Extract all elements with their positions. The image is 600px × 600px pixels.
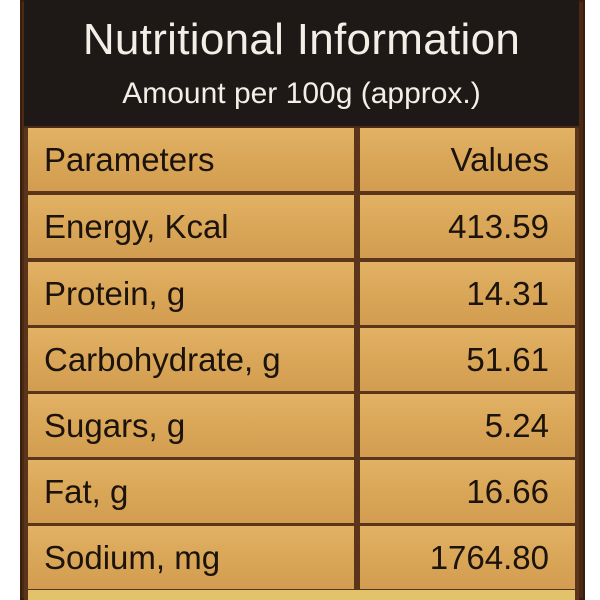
parameter-cell: Sodium, mg <box>28 526 354 589</box>
nutrition-table: Parameters Values Energy, Kcal 413.59 Pr… <box>24 128 579 600</box>
nutrition-title: Nutritional Information <box>82 15 521 64</box>
table-row: Protein, g 14.31 <box>24 262 579 325</box>
value-cell: 413.59 <box>360 195 575 258</box>
value-cell: 16.66 <box>360 460 575 523</box>
column-header-parameters: Parameters <box>28 128 354 191</box>
parameter-cell: Energy, Kcal <box>28 195 354 258</box>
parameter-cell: Sugars, g <box>28 394 354 457</box>
parameter-cell: Protein, g <box>28 262 354 325</box>
table-row: Sodium, mg 1764.80 <box>24 526 579 589</box>
next-row-strip <box>28 590 575 600</box>
table-row: Energy, Kcal 413.59 <box>24 195 579 258</box>
table-row: Carbohydrate, g 51.61 <box>24 328 579 391</box>
table-header-row: Parameters Values <box>24 128 579 191</box>
nutrition-subtitle: Amount per 100g (approx.) <box>122 77 481 110</box>
value-cell: 1764.80 <box>360 526 575 589</box>
value-cell: 14.31 <box>360 262 575 325</box>
parameter-cell: Fat, g <box>28 460 354 523</box>
parameter-cell: Carbohydrate, g <box>28 328 354 391</box>
table-row: Fat, g 16.66 <box>24 460 579 523</box>
value-cell: 51.61 <box>360 328 575 391</box>
value-cell: 5.24 <box>360 394 575 457</box>
nutrition-header: Nutritional Information Amount per 100g … <box>24 0 579 126</box>
column-header-values: Values <box>360 128 575 191</box>
table-row: Sugars, g 5.24 <box>24 394 579 457</box>
